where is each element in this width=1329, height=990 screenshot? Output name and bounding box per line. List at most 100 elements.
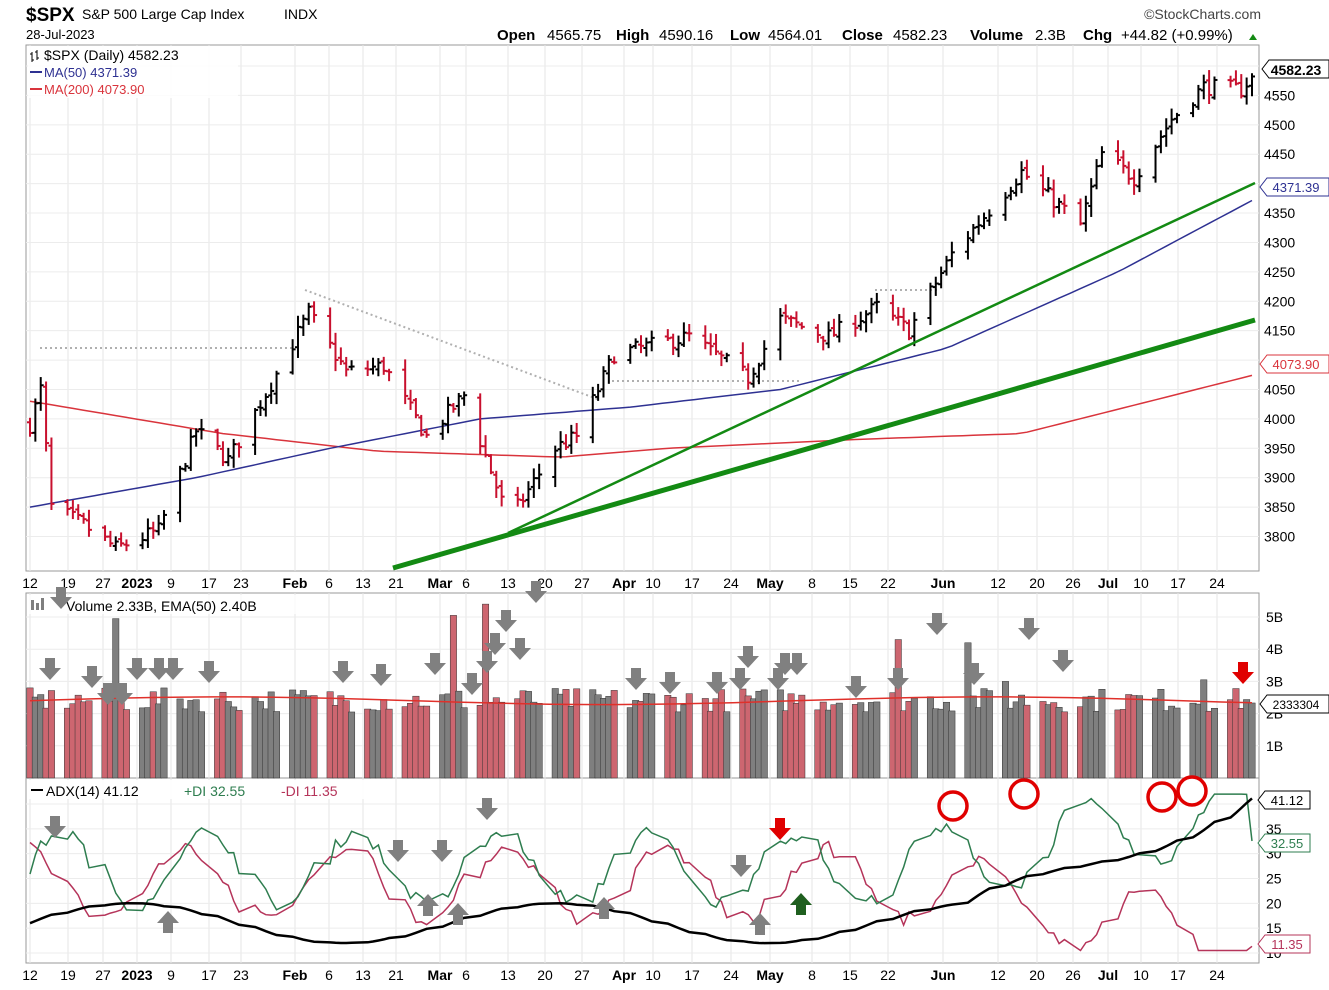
up-arrow-icon [447, 903, 469, 925]
price-bar [155, 514, 162, 536]
price-bar [814, 324, 821, 343]
volume-bar [310, 695, 318, 779]
price-bar [1173, 112, 1180, 124]
price-bar [900, 307, 907, 332]
x-tick-label: 12 [990, 575, 1006, 591]
volume-bar [535, 703, 543, 779]
x-tick-label: 24 [1209, 575, 1225, 591]
x-tick-label: 17 [1170, 967, 1186, 983]
price-bar [702, 325, 709, 350]
price-bar [498, 480, 505, 507]
down-arrow-icon [39, 658, 61, 680]
legend-ma50: MA(50) 4371.39 [44, 65, 137, 80]
high-label: High [616, 27, 649, 44]
x-tick-label: 20 [1029, 967, 1045, 983]
y-tick-label: 4200 [1264, 293, 1295, 309]
y-tick-label: 5B [1266, 609, 1283, 625]
high-value: 4590.16 [659, 27, 713, 44]
svg-text:32.55: 32.55 [1271, 836, 1304, 851]
x-tick-label: 24 [723, 967, 739, 983]
adx-panel [25, 777, 1260, 964]
price-bar [932, 276, 939, 296]
price-bar [1211, 76, 1218, 100]
x-tick-label: 27 [95, 967, 111, 983]
price-bar [927, 282, 934, 326]
x-tick-label: 23 [233, 967, 249, 983]
price-bar [1195, 84, 1202, 110]
price-bar [182, 462, 189, 472]
ma50-line [29, 199, 1253, 508]
volume-bar [85, 700, 93, 779]
y-tick-label: 1B [1266, 738, 1283, 754]
price-bar [970, 223, 977, 244]
x-tick-label: Feb [283, 967, 308, 983]
price-bar [262, 393, 269, 417]
x-tick-label: 19 [60, 967, 76, 983]
down-arrow-icon [786, 653, 808, 675]
x-tick-label: 10 [645, 967, 661, 983]
x-tick-label: 17 [201, 575, 217, 591]
price-bar [852, 314, 859, 337]
price-bar [37, 377, 44, 411]
price-bar [332, 332, 339, 372]
price-bar [455, 392, 462, 417]
price-bar [718, 350, 725, 367]
price-bar [493, 470, 500, 498]
y-tick-label: 4500 [1264, 117, 1295, 133]
price-bar [525, 481, 532, 508]
price-bar [482, 435, 489, 458]
volume-bar [835, 702, 843, 779]
volume-bar [498, 701, 506, 779]
price-bar [380, 356, 387, 375]
down-arrow-icon [769, 818, 791, 840]
x-tick-label: 22 [880, 967, 896, 983]
chg-value: +44.82 (+0.99%) [1121, 27, 1233, 44]
price-bar [557, 431, 564, 459]
y-tick-label: 3900 [1264, 470, 1295, 486]
svg-text:11.35: 11.35 [1271, 937, 1303, 952]
volume-bar [385, 708, 393, 779]
price-bar [595, 383, 602, 401]
price-bar [193, 428, 200, 447]
y-tick-label: 20 [1266, 895, 1282, 911]
price-bars [27, 70, 1255, 552]
adx-legend: ADX(14) 41.12 +DI 32.55 -DI 11.35 [28, 780, 368, 799]
price-bar [69, 500, 76, 520]
price-bar [675, 335, 682, 358]
volume-bar [1248, 702, 1256, 779]
x-tick-label: 15 [842, 967, 858, 983]
x-tick-label: 27 [574, 967, 590, 983]
circle-annotation [1176, 775, 1208, 807]
price-bar [1002, 192, 1009, 221]
price-bar [1136, 168, 1143, 193]
index-name: S&P 500 Large Cap Index [82, 6, 244, 22]
price-bar [1098, 146, 1105, 168]
price-bar [1018, 161, 1025, 194]
down-arrow-icon [729, 668, 751, 690]
circle-annotation [937, 790, 969, 822]
volume-bar [1023, 704, 1031, 779]
adx-line [29, 797, 1253, 945]
price-bar [43, 381, 50, 452]
x-tick-label: 10 [645, 575, 661, 591]
price-bar [1013, 178, 1020, 197]
x-tick-label: 26 [1065, 967, 1081, 983]
x-tick-label: 10 [1133, 967, 1149, 983]
price-bar [477, 393, 484, 454]
x-tick-label: Jun [931, 967, 956, 983]
x-tick-label: 24 [723, 575, 739, 591]
price-bar [873, 292, 880, 314]
price-bar [268, 382, 275, 404]
resistance-dotted-lines [40, 289, 940, 401]
adx-legend-text: ADX(14) 41.12 [46, 783, 139, 799]
price-bar [107, 530, 114, 547]
price-bar [830, 318, 837, 337]
up-triangle-icon [1249, 34, 1257, 40]
price-bar [418, 414, 425, 437]
x-tick-label: 13 [355, 575, 371, 591]
circle-annotation [1146, 781, 1178, 813]
x-tick-label: 6 [462, 967, 470, 983]
open-label: Open [497, 27, 535, 44]
x-tick-label: May [756, 967, 783, 983]
